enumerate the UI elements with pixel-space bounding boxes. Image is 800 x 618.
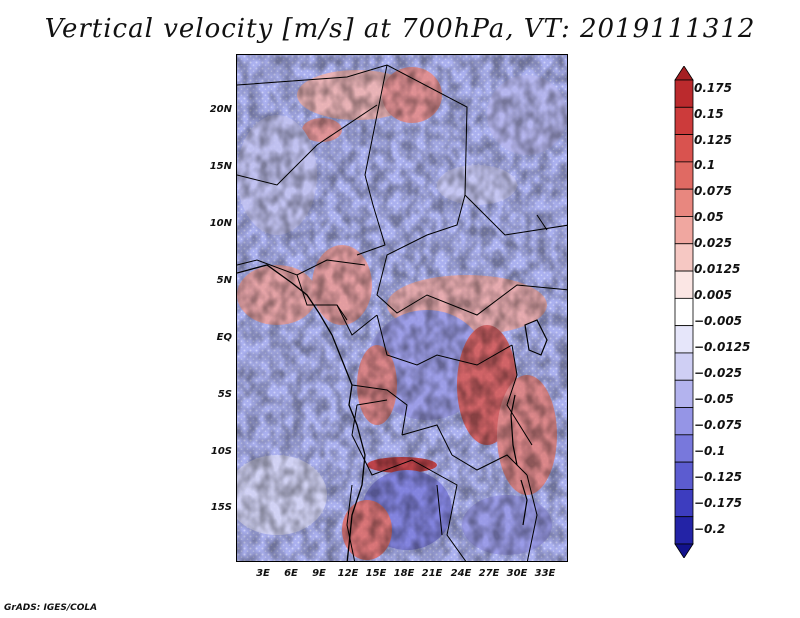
colorbar-bin — [674, 216, 694, 245]
great-lakes — [510, 319, 548, 526]
colorbar-label: 0.005 — [694, 288, 732, 302]
colorbar-bin — [674, 516, 694, 545]
colorbar-bin — [674, 379, 694, 408]
lon-label-27e: 27E — [478, 568, 500, 579]
lon-label-15e: 15E — [365, 568, 387, 579]
lon-label-21e: 21E — [421, 568, 443, 579]
colorbar-label: −0.005 — [694, 314, 743, 328]
lat-label-eq: EQ — [216, 332, 232, 343]
plot-title: Vertical velocity [m/s] at 700hPa, VT: 2… — [44, 14, 756, 44]
colorbar-label: 0.1 — [694, 158, 716, 172]
colorbar-label: 0.0125 — [694, 262, 741, 276]
lon-label-24e: 24E — [450, 568, 472, 579]
colorbar-label: −0.075 — [694, 418, 743, 432]
lon-label-12e: 12E — [337, 568, 359, 579]
colorbar-top-arrow — [674, 66, 694, 81]
country-borders — [237, 64, 567, 561]
lon-label-6e: 6E — [284, 568, 298, 579]
colorbar-label: −0.125 — [694, 470, 743, 484]
colorbar-label: −0.0125 — [694, 340, 751, 354]
colorbar-label: 0.175 — [694, 81, 732, 95]
colorbar-bin — [674, 134, 694, 163]
colorbar-label: −0.175 — [694, 496, 743, 510]
colorbar-bin — [674, 161, 694, 190]
colorbar-bin — [674, 461, 694, 490]
lon-label-3e: 3E — [256, 568, 270, 579]
lon-label-33e: 33E — [534, 568, 556, 579]
colorbar-bin — [674, 407, 694, 436]
lat-label-5n: 5N — [216, 275, 232, 286]
colorbar-bin — [674, 106, 694, 135]
lon-label-9e: 9E — [312, 568, 326, 579]
colorbar-bin — [674, 325, 694, 354]
credit-text: GrADS: IGES/COLA — [4, 603, 98, 613]
atlantic-coastline — [237, 264, 366, 561]
lat-label-10s: 10S — [210, 446, 232, 457]
colorbar-label: 0.025 — [694, 236, 732, 250]
lon-label-30e: 30E — [506, 568, 528, 579]
colorbar-label: 0.05 — [694, 210, 724, 224]
colorbar-label: −0.1 — [694, 444, 726, 458]
colorbar-bottom-arrow — [674, 543, 694, 558]
colorbar-bin — [674, 297, 694, 327]
colorbar — [674, 66, 694, 558]
colorbar-bin — [674, 270, 694, 299]
colorbar-label: −0.025 — [694, 366, 743, 380]
lon-label-18e: 18E — [393, 568, 415, 579]
lat-label-20n: 20N — [209, 104, 232, 115]
map-plot-area — [236, 54, 568, 562]
lat-label-15s: 15S — [210, 502, 232, 513]
vertical-velocity-field — [237, 55, 567, 561]
colorbar-bin — [674, 188, 694, 217]
colorbar-bin — [674, 489, 694, 518]
colorbar-bin — [674, 434, 694, 463]
colorbar-label: 0.125 — [694, 133, 732, 147]
colorbar-label: −0.2 — [694, 522, 726, 536]
colorbar-bin — [674, 352, 694, 381]
colorbar-label: 0.075 — [694, 184, 732, 198]
colorbar-label: −0.05 — [694, 392, 734, 406]
lat-label-10n: 10N — [209, 218, 232, 229]
colorbar-label: 0.15 — [694, 107, 724, 121]
colorbar-bin — [674, 79, 694, 108]
lat-label-5s: 5S — [217, 389, 232, 400]
lat-label-15n: 15N — [209, 161, 232, 172]
colorbar-bin — [674, 243, 694, 272]
